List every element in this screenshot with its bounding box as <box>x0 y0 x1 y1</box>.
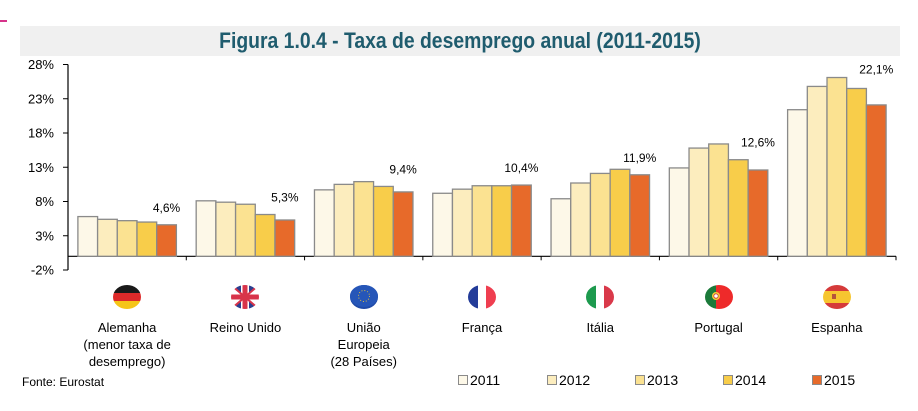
bar-2012 <box>215 201 237 257</box>
page-accent-mark <box>0 20 7 22</box>
bar-2015 <box>392 191 414 257</box>
category-label: União Europeia (28 Países) <box>305 319 423 370</box>
bar-2013 <box>826 76 848 257</box>
data-label: 12,6% <box>741 136 775 150</box>
category-label: Portugal <box>660 319 778 336</box>
category-label: Itália <box>541 319 659 336</box>
category-label-line: França <box>461 320 503 335</box>
category-label-line: União <box>346 320 381 335</box>
bar-2015 <box>629 174 651 257</box>
chart-title: Figura 1.0.4 - Taxa de desemprego anual … <box>219 28 701 53</box>
bar-2011 <box>195 200 217 257</box>
legend-label: 2013 <box>647 372 679 388</box>
bar-2014 <box>372 185 394 257</box>
bar-2012 <box>96 218 118 257</box>
data-label: 22,1% <box>859 63 893 77</box>
y-tick-label: 18% <box>28 126 54 141</box>
category-label: Reino Unido <box>186 319 304 336</box>
bar-2011 <box>432 192 454 257</box>
legend-item: 2015 <box>812 372 855 388</box>
bar-2011 <box>77 215 99 257</box>
y-tick-label: 3% <box>35 228 54 243</box>
bar-2014 <box>491 185 513 257</box>
bar-2014 <box>846 87 868 257</box>
data-label: 10,4% <box>504 161 538 175</box>
legend-label: 2012 <box>559 372 591 388</box>
category-label-line: Itália <box>586 320 615 335</box>
bar-2015 <box>156 224 178 257</box>
legend-swatch <box>458 375 468 385</box>
category-label: Espanha <box>778 319 896 336</box>
bar-2013 <box>708 143 730 257</box>
bar-2015 <box>747 169 769 257</box>
bar-2014 <box>254 213 276 257</box>
bar-2011 <box>668 167 690 257</box>
legend-label: 2011 <box>470 372 501 388</box>
category-label-line: Reino Unido <box>209 320 282 335</box>
category-label: França <box>423 319 541 336</box>
category-label-line: (menor taxa de <box>83 337 171 352</box>
bar-2013 <box>589 172 611 257</box>
category-label-line: desemprego) <box>88 354 166 369</box>
bar-2012 <box>570 182 592 257</box>
bar-2011 <box>786 109 808 257</box>
legend-swatch <box>547 375 557 385</box>
bar-2014 <box>727 159 749 257</box>
category-label-line: Europeia <box>337 337 390 352</box>
legend-item: 2011 <box>458 372 500 388</box>
bar-2014 <box>609 168 631 257</box>
legend-swatch <box>635 375 645 385</box>
legend-swatch <box>723 375 733 385</box>
category-label-line: (28 Países) <box>330 354 397 369</box>
y-tick-label: 23% <box>28 91 54 106</box>
title-band <box>20 26 900 56</box>
bar-2015 <box>510 184 532 257</box>
category-label-line: Alemanha <box>97 320 157 335</box>
portugal-flag-icon <box>704 284 734 310</box>
bar-2013 <box>471 185 493 257</box>
spain-flag-icon <box>822 284 852 310</box>
category-label-line: Espanha <box>811 320 863 335</box>
legend: 2011 2012 2013 2014 2015 <box>458 372 898 390</box>
bar-2015 <box>865 104 887 257</box>
category-label: Alemanha (menor taxa de desemprego) <box>68 319 186 370</box>
y-tick-label: 13% <box>28 160 54 175</box>
legend-label: 2014 <box>735 372 767 388</box>
bar-2012 <box>806 85 828 257</box>
data-labels: 4,6% 5,3% 9,4% 10,4% 11,9% 12,6% 22,1% <box>153 63 894 215</box>
bars <box>77 76 887 257</box>
legend-item: 2012 <box>547 372 590 388</box>
uk-flag-icon <box>230 284 260 310</box>
legend-item: 2013 <box>635 372 678 388</box>
data-label: 5,3% <box>271 191 299 205</box>
bar-2012 <box>451 188 473 257</box>
bar-2013 <box>353 180 375 257</box>
bar-2015 <box>274 219 296 257</box>
category-label-line: Portugal <box>694 320 743 335</box>
bar-2011 <box>313 189 335 257</box>
bar-2012 <box>688 147 710 257</box>
legend-item: 2014 <box>723 372 766 388</box>
bar-2012 <box>333 183 355 257</box>
eu-flag-icon <box>349 284 379 310</box>
y-tick-label: 28% <box>28 57 54 72</box>
bar-2011 <box>550 198 572 257</box>
y-tick-label: 8% <box>35 194 54 209</box>
italy-flag-icon <box>585 284 615 310</box>
data-label: 4,6% <box>153 201 181 215</box>
y-tick-label: -2% <box>31 263 55 278</box>
bar-2013 <box>116 220 138 257</box>
data-label: 9,4% <box>389 162 417 176</box>
legend-swatch <box>812 375 822 385</box>
bar-2014 <box>136 221 158 257</box>
legend-label: 2015 <box>824 372 856 388</box>
data-label: 11,9% <box>623 151 656 165</box>
germany-flag-icon <box>112 284 142 310</box>
source-note: Fonte: Eurostat <box>22 375 105 389</box>
bar-2013 <box>234 203 256 257</box>
france-flag-icon <box>467 284 497 310</box>
